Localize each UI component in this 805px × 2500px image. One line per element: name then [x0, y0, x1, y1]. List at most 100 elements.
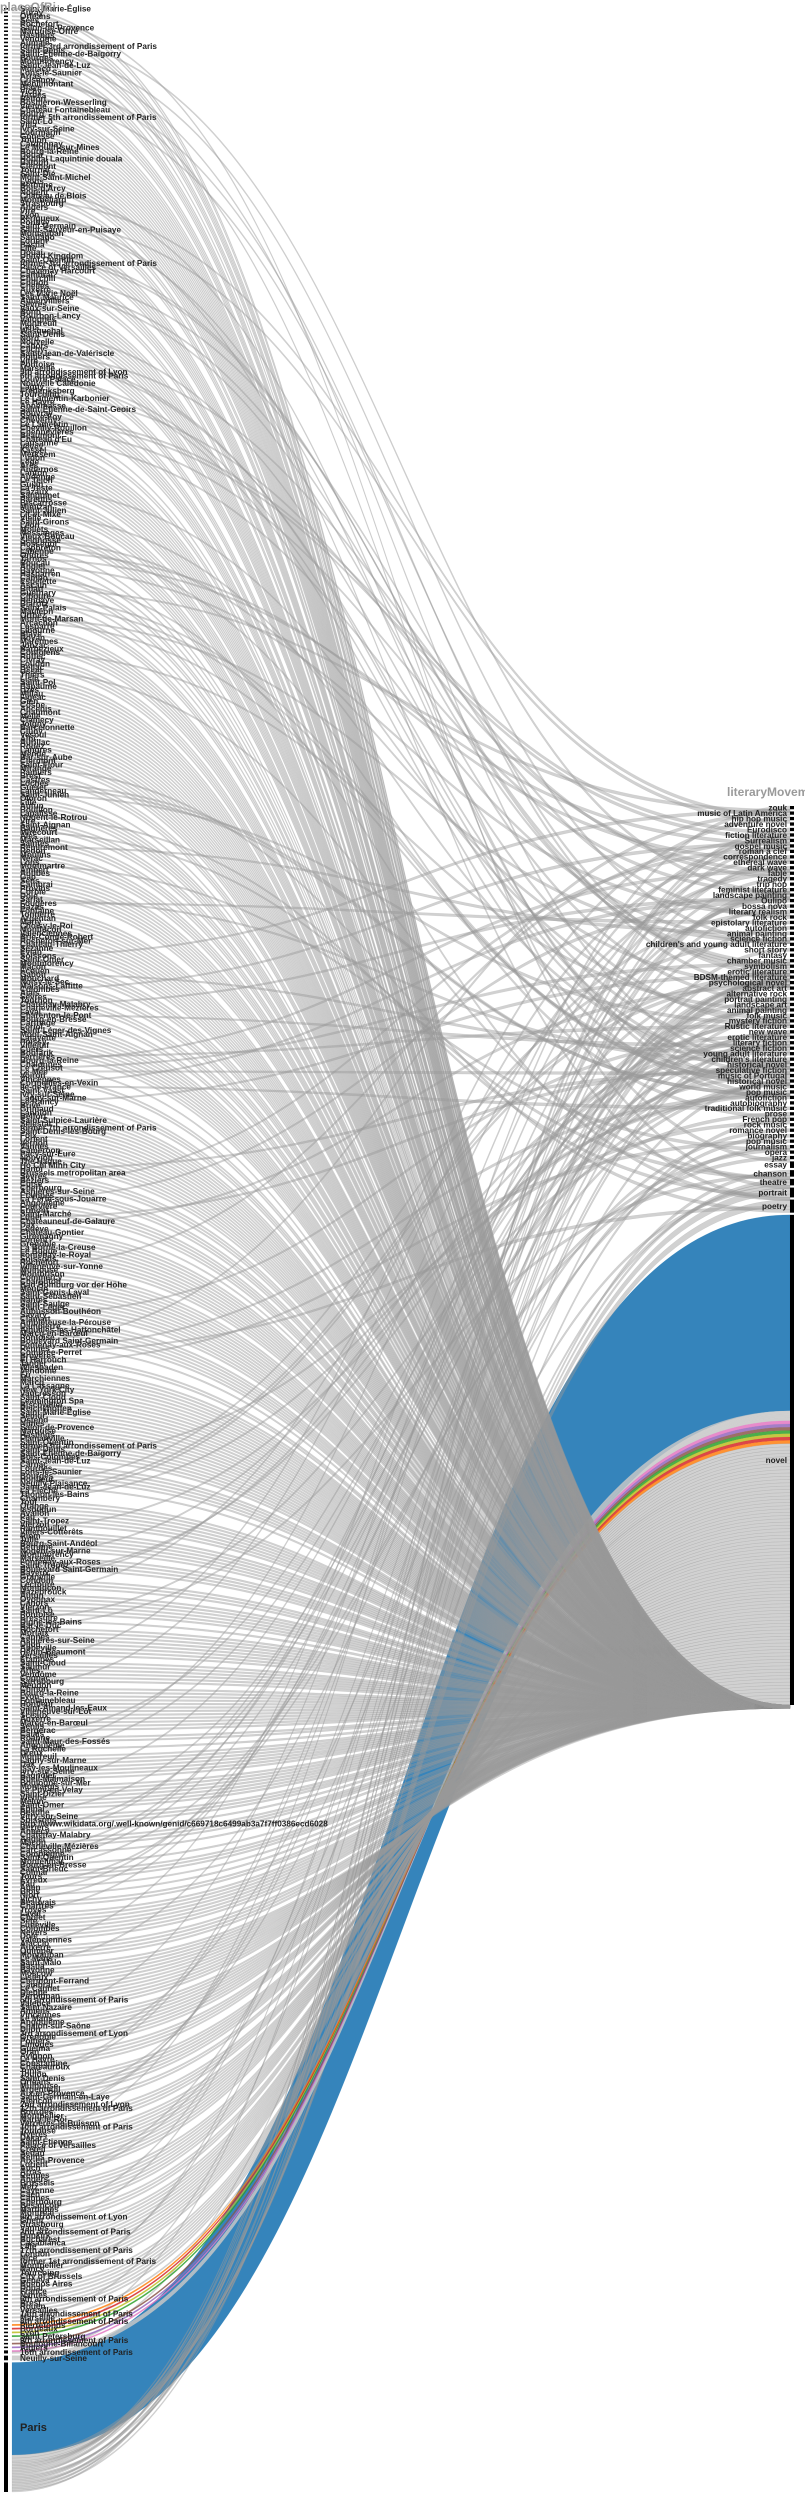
left-node-bar[interactable] [4, 318, 8, 321]
left-node-bar[interactable] [4, 1822, 8, 1825]
left-node-bar[interactable] [4, 1792, 8, 1795]
left-node-bar[interactable] [4, 849, 8, 852]
left-node-bar[interactable] [4, 1250, 8, 1252]
left-node-bar[interactable] [4, 2148, 8, 2150]
left-node-bar[interactable] [4, 1373, 8, 1376]
left-node-bar[interactable] [4, 1209, 8, 1211]
left-node-bar[interactable] [4, 1811, 8, 1814]
left-node-bar[interactable] [4, 1695, 8, 1698]
left-node-bar[interactable] [4, 823, 8, 826]
left-node-bar[interactable] [4, 1968, 8, 1971]
left-node-bar[interactable] [4, 1747, 8, 1750]
left-node-bar[interactable] [4, 15, 8, 18]
right-node-bar[interactable] [790, 827, 794, 832]
left-node-bar[interactable] [4, 1066, 8, 1069]
right-node-bar[interactable] [790, 871, 794, 875]
right-node-bar[interactable] [790, 953, 794, 957]
left-node-bar[interactable] [4, 266, 8, 268]
left-node-bar[interactable] [4, 1138, 8, 1140]
left-node-bar[interactable] [4, 449, 8, 452]
left-node-bar[interactable] [4, 861, 8, 863]
left-node-bar[interactable] [4, 1104, 8, 1106]
right-node-bar[interactable] [790, 866, 794, 870]
left-node-bar[interactable] [4, 94, 8, 96]
left-node-bar[interactable] [4, 868, 8, 871]
left-node-bar[interactable] [4, 1426, 8, 1428]
left-node-bar[interactable] [4, 1433, 8, 1436]
left-node-bar[interactable] [4, 1676, 8, 1679]
left-node-bar[interactable] [4, 1961, 8, 1963]
left-node-bar[interactable] [4, 1167, 8, 1170]
left-node-bar[interactable] [4, 1789, 8, 1791]
left-node-bar[interactable] [4, 1358, 8, 1361]
left-node-bar[interactable] [4, 2264, 8, 2266]
left-node-bar[interactable] [4, 546, 8, 549]
left-node-bar[interactable] [4, 1414, 8, 1417]
left-node-bar[interactable] [4, 1699, 8, 1701]
left-node-bar[interactable] [4, 561, 8, 564]
right-node-bar[interactable] [790, 1095, 794, 1100]
left-node-bar[interactable] [4, 494, 8, 496]
left-node-bar[interactable] [4, 1665, 8, 1668]
left-node-bar[interactable] [4, 1527, 8, 1529]
left-node-bar[interactable] [4, 2103, 8, 2105]
left-node-bar[interactable] [4, 2286, 8, 2289]
left-node-bar[interactable] [4, 539, 8, 541]
left-node-bar[interactable] [4, 2088, 8, 2090]
left-node-bar[interactable] [4, 524, 8, 526]
left-node-bar[interactable] [4, 1579, 8, 1582]
left-node-bar[interactable] [4, 1706, 8, 1709]
right-node-bar[interactable] [790, 1030, 794, 1034]
left-node-bar[interactable] [4, 662, 8, 665]
left-node-bar[interactable] [4, 1493, 8, 1496]
left-node-bar[interactable] [4, 1650, 8, 1653]
left-node-bar[interactable] [4, 471, 8, 474]
left-node-bar[interactable] [4, 1994, 8, 1997]
left-node-bar[interactable] [4, 980, 8, 983]
left-node-bar[interactable] [4, 1740, 8, 1743]
left-node-bar[interactable] [4, 460, 8, 463]
left-node-bar[interactable] [4, 146, 8, 148]
left-node-bar[interactable] [4, 281, 8, 283]
left-node-bar[interactable] [4, 389, 8, 392]
left-node-bar[interactable] [4, 2200, 8, 2203]
left-node-bar[interactable] [4, 741, 8, 743]
left-node-bar[interactable] [4, 689, 8, 691]
left-node-bar[interactable] [4, 558, 8, 560]
left-node-bar[interactable] [4, 2256, 8, 2259]
left-node-bar[interactable] [4, 614, 8, 616]
left-node-bar[interactable] [4, 2163, 8, 2165]
left-node-bar[interactable] [4, 655, 8, 657]
left-node-bar[interactable] [4, 902, 8, 904]
left-node-bar[interactable] [4, 1010, 8, 1013]
left-node-bar[interactable] [4, 213, 8, 216]
left-node-bar[interactable] [4, 1834, 8, 1836]
left-node-bar[interactable] [4, 1953, 8, 1956]
left-node-bar[interactable] [4, 67, 8, 70]
right-node-bar[interactable] [790, 1112, 794, 1116]
left-node-bar[interactable] [4, 1538, 8, 1540]
left-node-bar[interactable] [4, 1512, 8, 1514]
left-node-bar[interactable] [4, 123, 8, 126]
left-node-bar[interactable] [4, 56, 8, 59]
left-node-bar[interactable] [4, 2167, 8, 2169]
left-node-bar[interactable] [4, 599, 8, 601]
left-node-bar[interactable] [4, 1051, 8, 1054]
left-node-bar[interactable] [4, 580, 8, 583]
left-node-bar[interactable] [4, 2118, 8, 2120]
left-node-bar[interactable] [4, 2350, 8, 2354]
left-node-bar[interactable] [4, 468, 8, 470]
left-node-bar[interactable] [4, 1609, 8, 1612]
left-node-bar[interactable] [4, 2346, 8, 2349]
left-node-bar[interactable] [4, 797, 8, 800]
left-node-bar[interactable] [4, 992, 8, 994]
left-node-bar[interactable] [4, 958, 8, 960]
left-node-bar[interactable] [4, 2062, 8, 2064]
right-node-bar[interactable] [790, 893, 794, 897]
left-node-bar[interactable] [4, 819, 8, 822]
left-node-bar[interactable] [4, 1590, 8, 1593]
left-node-bar[interactable] [4, 138, 8, 141]
left-node-bar[interactable] [4, 1691, 8, 1694]
left-node-bar[interactable] [4, 756, 8, 758]
left-node-bar[interactable] [4, 1732, 8, 1735]
